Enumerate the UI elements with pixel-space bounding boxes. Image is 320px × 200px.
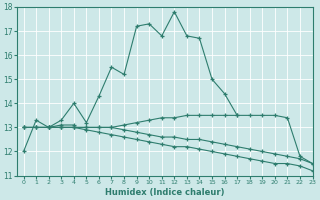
X-axis label: Humidex (Indice chaleur): Humidex (Indice chaleur) [105,188,225,197]
